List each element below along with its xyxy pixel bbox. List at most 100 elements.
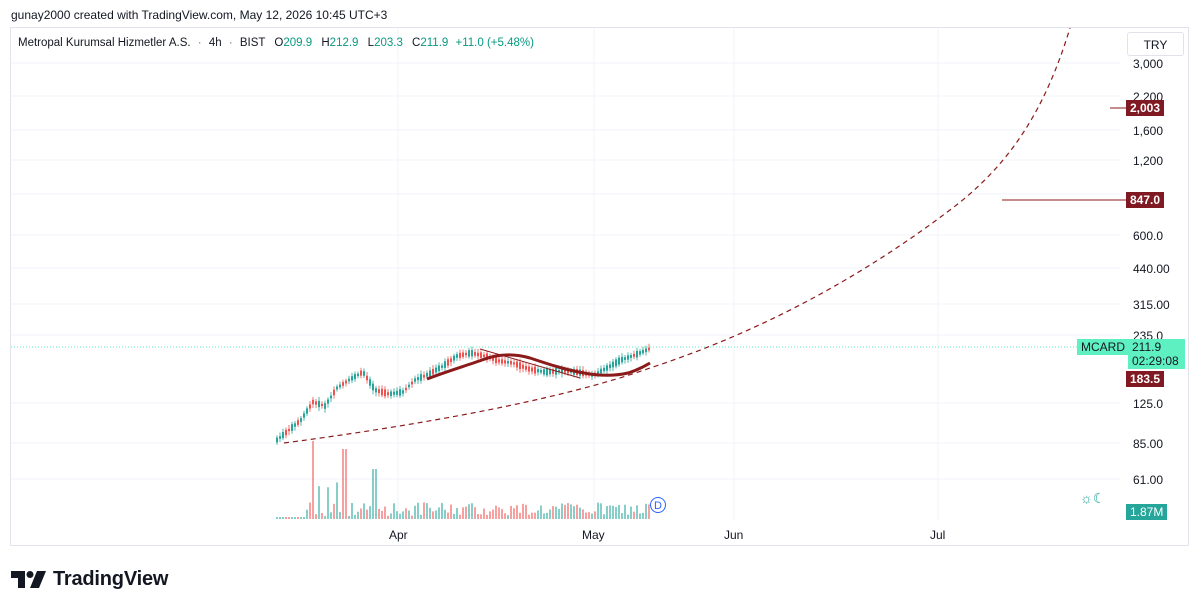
volume-bar <box>393 503 395 519</box>
candle <box>648 347 650 351</box>
volume-bar <box>306 509 308 519</box>
candle <box>531 367 533 372</box>
volume-bar <box>612 505 614 519</box>
volume-bar <box>537 510 539 519</box>
open-value: 209.9 <box>283 37 313 49</box>
volume-bar <box>648 504 650 519</box>
candle <box>297 420 299 425</box>
volume-bar <box>297 517 299 519</box>
volume-bar <box>588 512 590 519</box>
candle <box>519 362 521 370</box>
candle <box>642 349 644 354</box>
candle <box>543 369 545 375</box>
volume-bar <box>636 505 638 519</box>
high-label: H <box>321 37 330 49</box>
candle <box>402 390 404 394</box>
candle <box>357 373 359 377</box>
candle <box>516 361 518 368</box>
candle <box>411 381 413 385</box>
volume-bar <box>594 511 596 519</box>
volume-bar <box>285 517 287 519</box>
candle <box>447 359 449 366</box>
volume-bar <box>468 504 470 519</box>
volume-bar <box>399 513 401 519</box>
candle <box>459 352 461 358</box>
volume-bar <box>456 508 458 519</box>
symbol-name[interactable]: Metropal Kurumsal Hizmetler A.S. <box>18 37 191 49</box>
candle <box>501 359 503 364</box>
open-label: O <box>274 37 284 49</box>
price-tick: 125.0 <box>1133 397 1164 411</box>
candle <box>348 378 350 382</box>
price-tick: 3,000 <box>1133 57 1164 71</box>
candle <box>327 399 329 404</box>
candle <box>525 365 527 370</box>
volume-bar <box>345 449 347 519</box>
candle <box>450 358 452 363</box>
candle <box>276 437 278 443</box>
volume-bar <box>408 510 410 519</box>
volume-bar <box>375 469 377 519</box>
candle <box>423 374 425 378</box>
volume-bar <box>336 482 338 519</box>
price-tick: 440.00 <box>1133 262 1170 276</box>
candle <box>363 371 365 376</box>
candle <box>630 355 632 358</box>
candle <box>645 348 647 353</box>
volume-bar <box>330 512 332 519</box>
volume-bar <box>387 515 389 519</box>
volume-bar <box>522 503 524 519</box>
last-price-badge: 211.9 02:29:08 <box>1128 339 1185 369</box>
candle <box>495 356 497 364</box>
volume-bar <box>567 503 569 519</box>
volume-bar <box>510 505 512 519</box>
candle <box>360 370 362 376</box>
volume-bar <box>369 506 371 519</box>
last-price-value: 211.9 <box>1132 340 1162 354</box>
attribution-text: gunay2000 created with TradingView.com, … <box>11 8 388 22</box>
volume-bar <box>483 508 485 519</box>
volume-bar <box>288 517 290 519</box>
volume-bar <box>459 514 461 519</box>
volume-bar <box>429 507 431 519</box>
session-sun-moon-icon[interactable]: ☼☾ <box>1080 490 1106 506</box>
candle <box>318 400 320 408</box>
ticker-badge: MCARD <box>1077 339 1129 355</box>
volume-bar <box>558 508 560 519</box>
interval-label[interactable]: 4h <box>208 37 222 49</box>
candle <box>303 413 305 418</box>
volume-bar <box>642 512 644 519</box>
candle <box>618 357 620 365</box>
volume-bar <box>294 517 296 519</box>
target-price-badge: 2,003 <box>1126 100 1165 116</box>
currency-button[interactable]: TRY <box>1127 32 1184 56</box>
volume-bar <box>573 506 575 519</box>
candle <box>483 354 485 357</box>
volume-bar <box>414 505 416 519</box>
candle <box>396 390 398 395</box>
chart-legend: Metropal Kurumsal Hizmetler A.S. · 4h · … <box>18 37 534 49</box>
candle <box>378 389 380 394</box>
candle <box>435 367 437 373</box>
high-value: 212.9 <box>329 37 359 49</box>
volume-bar <box>420 514 422 519</box>
candle <box>366 375 368 381</box>
legend-separator: · <box>197 37 202 49</box>
price-tick: 85.00 <box>1133 437 1164 451</box>
candle <box>381 388 383 396</box>
candle <box>282 432 284 438</box>
dividend-marker-icon[interactable]: D <box>650 497 666 513</box>
candle <box>528 366 530 372</box>
tradingview-logo[interactable]: TradingView <box>11 566 168 592</box>
volume-bar <box>309 502 311 519</box>
volume-bar <box>633 511 635 519</box>
volume-bar <box>453 513 455 519</box>
candle <box>603 367 605 372</box>
candle <box>462 352 464 357</box>
volume-bar <box>417 502 419 519</box>
candle <box>372 383 374 391</box>
volume-bar <box>561 503 563 519</box>
candle <box>477 352 479 357</box>
volume-bar <box>543 513 545 519</box>
